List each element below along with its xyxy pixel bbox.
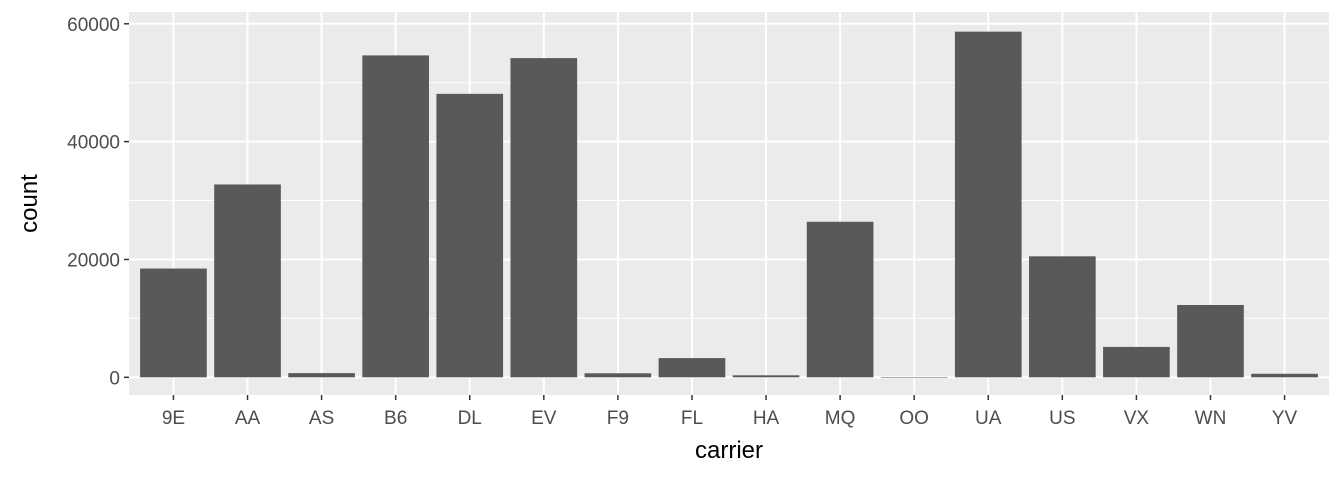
plot-panel (129, 12, 1329, 395)
bar-US (1029, 256, 1096, 378)
x-tick-label: US (1049, 408, 1075, 429)
y-axis-title: count (16, 174, 43, 233)
bar-UA (954, 31, 1022, 378)
bar-FL (658, 358, 726, 378)
bar-VX (1103, 346, 1170, 378)
x-tick-label: B6 (384, 408, 407, 429)
x-tick-label: UA (975, 408, 1002, 429)
x-axis-title: carrier (695, 437, 763, 464)
x-tick-label: EV (531, 408, 557, 429)
x-tick-label: WN (1195, 408, 1227, 429)
x-tick-label: OO (899, 408, 929, 429)
x-tick-label: MQ (825, 408, 856, 429)
y-tick-label: 40000 (67, 133, 120, 154)
x-tick-label: VX (1124, 408, 1150, 429)
bar-MQ (806, 221, 874, 378)
x-tick-label: DL (458, 408, 482, 429)
bar-F9 (584, 373, 652, 378)
y-tick-label: 60000 (67, 15, 120, 36)
x-tick-label: 9E (162, 408, 185, 429)
x-tick-label: AA (235, 408, 261, 429)
bar-AA (214, 184, 281, 378)
bar-9E (140, 268, 207, 378)
bar-HA (732, 375, 800, 378)
x-tick-label: FL (681, 408, 703, 429)
bar-WN (1177, 304, 1244, 378)
bar-B6 (362, 55, 429, 378)
bar-OO (880, 377, 948, 378)
x-tick-label: HA (753, 408, 780, 429)
bar-AS (288, 373, 355, 378)
bar-DL (436, 93, 504, 378)
bar-EV (510, 58, 578, 378)
x-tick-label: YV (1272, 408, 1298, 429)
x-tick-label: F9 (607, 408, 629, 429)
y-tick-label: 20000 (67, 250, 120, 271)
y-tick-label: 0 (109, 368, 120, 389)
bar-YV (1251, 373, 1318, 378)
x-tick-label: AS (309, 408, 334, 429)
